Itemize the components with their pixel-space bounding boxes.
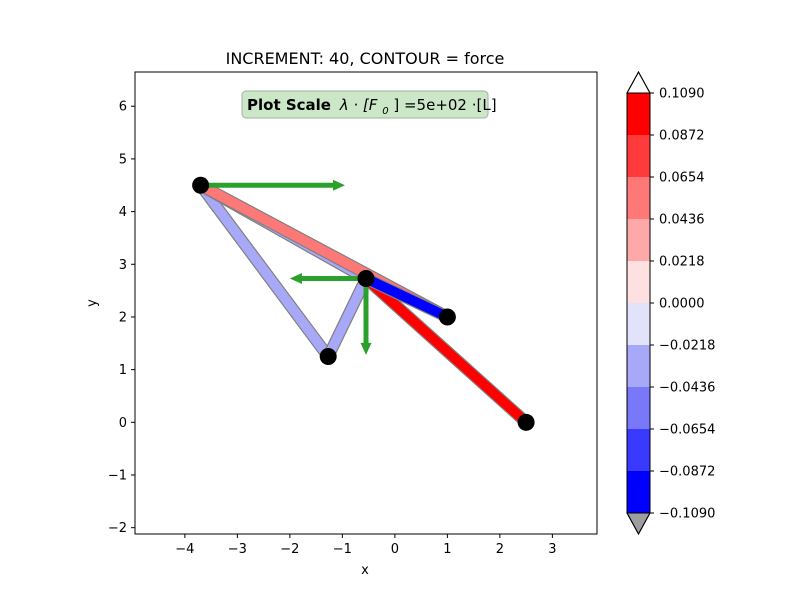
colorbar: 0.1090 0.0872 0.0654 0.0436 0.0218 0.0000 −0.0… xyxy=(626,70,715,536)
colorbar-extend-max xyxy=(626,70,651,94)
nodes-layer xyxy=(192,176,535,431)
y-axis-label: y xyxy=(85,299,100,307)
colorbar-band xyxy=(627,261,650,304)
x-axis-ticks: −4 −3 −2 −1 0 1 2 3 xyxy=(175,534,557,557)
colorbar-band xyxy=(627,429,650,472)
colorbar-tick-label: 0.0436 xyxy=(659,213,705,228)
load-arrow-node-2 xyxy=(360,278,372,355)
y-tick-label: 2 xyxy=(119,310,127,325)
members-layer xyxy=(195,179,531,428)
plot-scale-text: Plot Scale λ · [F 0 ] =5e+02 ·[L] xyxy=(247,96,497,118)
x-tick-label: −4 xyxy=(175,542,194,557)
node-4 xyxy=(438,308,456,326)
x-tick-label: 0 xyxy=(391,542,399,557)
x-tick-label: −3 xyxy=(228,542,247,557)
y-tick-label: −2 xyxy=(108,521,127,536)
colorbar-tick-label: −0.0654 xyxy=(659,423,715,438)
chart-title: INCREMENT: 40, CONTOUR = force xyxy=(226,49,505,68)
plot-scale-box: Plot Scale λ · [F 0 ] =5e+02 ·[L] xyxy=(241,90,497,119)
load-arrow-node-2 xyxy=(289,273,366,284)
node-1 xyxy=(192,176,210,194)
loads-layer xyxy=(200,179,372,355)
y-tick-label: 1 xyxy=(119,363,127,378)
colorbar-tick-label: 0.1090 xyxy=(659,87,705,102)
y-tick-label: 5 xyxy=(119,152,127,167)
colorbar-tick-label: −0.0872 xyxy=(659,465,715,480)
colorbar-tick-label: −0.1090 xyxy=(659,507,715,522)
plot-scale-formula: λ · [F xyxy=(339,96,378,114)
plot-scale-box-bg xyxy=(241,90,489,119)
colorbar-tick-label: 0.0000 xyxy=(659,297,705,312)
load-arrow-node-1 xyxy=(200,179,345,191)
x-tick-label: 2 xyxy=(496,542,504,557)
x-tick-label: −2 xyxy=(280,542,299,557)
node-5 xyxy=(517,413,535,431)
colorbar-band xyxy=(627,303,650,346)
y-tick-label: −1 xyxy=(108,468,127,483)
colorbar-band xyxy=(627,345,650,388)
y-tick-label: 3 xyxy=(119,258,127,273)
y-tick-label: 6 xyxy=(119,100,127,115)
colorbar-band xyxy=(627,387,650,430)
colorbar-tick-label: 0.0218 xyxy=(659,255,705,270)
colorbar-tick-label: −0.0436 xyxy=(659,381,715,396)
plot-scale-bold: Plot Scale xyxy=(247,96,331,114)
colorbar-band xyxy=(627,471,650,514)
plot-scale-tail: ] =5e+02 ·[L] xyxy=(393,96,496,114)
node-2 xyxy=(357,270,375,288)
y-tick-label: 0 xyxy=(119,416,127,431)
x-axis-label: x xyxy=(361,563,369,578)
colorbar-band xyxy=(627,219,650,262)
y-tick-label: 4 xyxy=(119,205,127,220)
plot-scale-sub: 0 xyxy=(382,106,388,117)
y-axis-ticks: −2 −1 0 1 2 3 4 5 6 xyxy=(108,100,135,536)
x-tick-label: 1 xyxy=(443,542,451,557)
colorbar-tick-label: 0.0654 xyxy=(659,171,705,186)
colorbar-band xyxy=(627,177,650,220)
colorbar-tick-label: −0.0218 xyxy=(659,339,715,354)
colorbar-tick-label: 0.0872 xyxy=(659,129,705,144)
colorbar-band xyxy=(627,93,650,136)
colorbar-band xyxy=(627,135,650,178)
x-tick-label: −1 xyxy=(333,542,352,557)
node-3 xyxy=(319,347,337,365)
colorbar-extend-min xyxy=(626,512,651,536)
x-tick-label: 3 xyxy=(548,542,556,557)
